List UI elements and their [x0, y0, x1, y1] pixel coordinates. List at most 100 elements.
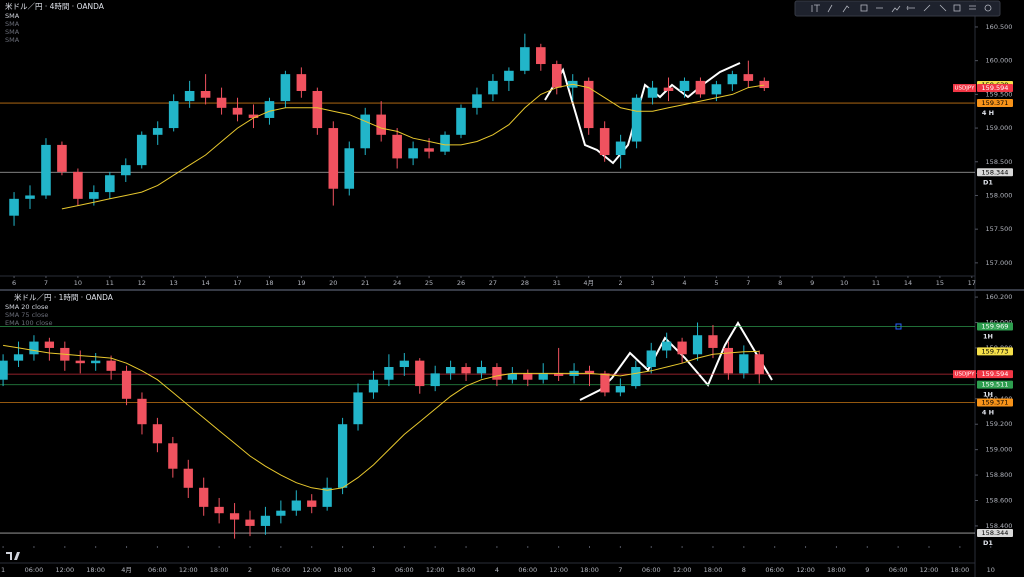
candle-body [551, 64, 562, 88]
x-tick-label: 14 [201, 279, 209, 287]
tag-label: USDJPY [955, 372, 976, 378]
tag-label: 4 H [982, 109, 994, 117]
x-tick-label: 06:00 [148, 566, 167, 574]
x-tick-label: 18:00 [210, 566, 229, 574]
x-tick-label: 18:00 [333, 566, 352, 574]
candle-body [631, 97, 642, 142]
price-label-box [977, 168, 1013, 177]
indicator-label: SMA [5, 36, 20, 44]
candle-body [368, 379, 379, 393]
candle-body [711, 84, 722, 95]
candle-body [599, 128, 610, 156]
y-tick-label: 157.500 [986, 225, 1013, 233]
candle-body [424, 148, 434, 152]
x-tick-label: 06:00 [642, 566, 661, 574]
candle-body [399, 360, 409, 368]
y-tick-label: 160.200 [986, 293, 1013, 301]
candle-body [554, 373, 564, 376]
candle-body [307, 500, 317, 507]
y-tick-label: 160.500 [986, 23, 1013, 31]
candle-body [137, 398, 147, 425]
candle-body [430, 373, 440, 387]
tag-label: 1H [983, 332, 993, 340]
x-tick-label: 12:00 [179, 566, 198, 574]
candle-body [615, 386, 625, 393]
x-tick-label: 4月 [583, 279, 594, 287]
candle-body [631, 367, 641, 387]
y-tick-label: 159.500 [986, 90, 1013, 98]
x-tick-label: 18:00 [704, 566, 723, 574]
candle-body [507, 373, 517, 380]
candle-body [663, 87, 674, 91]
candle-body [280, 74, 291, 102]
candle-body [296, 74, 307, 91]
price-label-box [977, 380, 1013, 389]
candle-body [25, 195, 35, 199]
candle-body [456, 107, 466, 135]
tag-label: D1 [983, 539, 993, 547]
candle-body [523, 373, 533, 380]
candle-body [392, 134, 402, 159]
y-tick-label: 160.000 [986, 57, 1013, 65]
candle-body [344, 148, 355, 189]
x-tick-label: 18 [265, 279, 273, 287]
tag-box [953, 370, 976, 379]
y-tick-label: 158.800 [986, 471, 1013, 479]
candle-body [445, 367, 456, 374]
x-tick-label: 24 [393, 279, 401, 287]
drawing-toolbar[interactable] [794, 0, 1001, 17]
candle-body [91, 360, 101, 364]
x-tick-label: 12:00 [796, 566, 815, 574]
price-label: 159.371 [982, 398, 1009, 406]
x-tick-label: 2 [619, 279, 623, 287]
x-tick-label: 7 [746, 279, 750, 287]
x-tick-label: 12:00 [920, 566, 939, 574]
candle-body [695, 80, 706, 95]
candle-body [245, 519, 255, 526]
indicator-label: SMA [5, 20, 20, 28]
candle-body [44, 341, 55, 348]
sma-line [61, 83, 765, 210]
candle-body [328, 128, 339, 189]
x-tick-label: 06:00 [765, 566, 784, 574]
candle-body [41, 144, 51, 196]
candle-body [75, 360, 85, 364]
x-tick-label: 18:00 [951, 566, 970, 574]
x-tick-label: 5 [714, 279, 718, 287]
price-label-box [977, 529, 1013, 538]
price-label-box [977, 322, 1013, 331]
candle-body [105, 175, 115, 193]
candle-body [647, 87, 658, 98]
y-tick-label: 158.500 [986, 158, 1013, 166]
x-tick-label: 12:00 [673, 566, 692, 574]
x-tick-label: 9 [865, 566, 869, 574]
candle-body [754, 354, 764, 375]
x-tick-label: 12:00 [302, 566, 321, 574]
x-tick-label: 15 [936, 279, 944, 287]
price-label-box [977, 370, 1013, 379]
x-tick-label: 06:00 [889, 566, 908, 574]
x-tick-label: 11 [106, 279, 114, 287]
candle-body [168, 101, 179, 129]
x-tick-label: 8 [778, 279, 782, 287]
x-tick-label: 6 [12, 279, 16, 287]
zigzag [579, 321, 773, 401]
x-tick-label: 18:00 [457, 566, 476, 574]
candle-body [106, 360, 116, 371]
price-label: 159.594 [982, 370, 1009, 378]
y-tick-label: 158.400 [986, 522, 1013, 530]
x-tick-label: 7 [618, 566, 622, 574]
x-tick-label: 06:00 [395, 566, 414, 574]
x-tick-label: 2 [248, 566, 252, 574]
x-tick-label: 31 [553, 279, 561, 287]
price-label-box [977, 99, 1013, 108]
candle-body [384, 367, 394, 380]
candle-body [200, 90, 211, 98]
candle-body [662, 341, 672, 351]
y-tick-label: 159.000 [986, 124, 1013, 132]
candle-body [536, 47, 546, 65]
x-tick-label: 19 [297, 279, 305, 287]
x-tick-label: 8 [742, 566, 746, 574]
x-tick-label: 4月 [121, 566, 132, 574]
